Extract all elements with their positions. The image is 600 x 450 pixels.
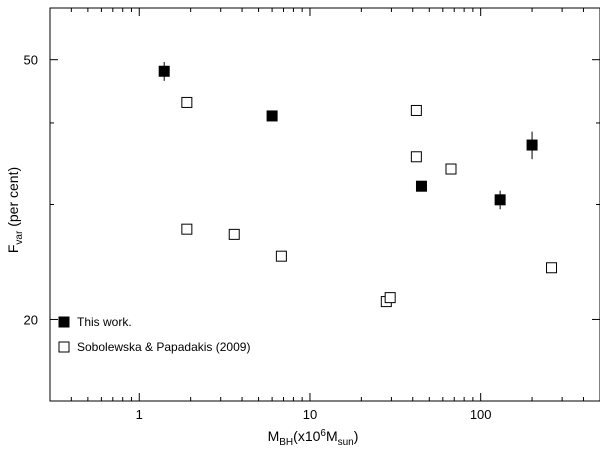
y-axis-label-main: F [5, 245, 21, 254]
sobolewska-point [275, 250, 287, 262]
marks-layer [158, 61, 558, 308]
this-work-point [415, 180, 427, 192]
sobolewska-point [181, 223, 193, 235]
x-axis-label-rest-2: M [326, 428, 338, 444]
sobolewska-point [228, 228, 240, 240]
y-axis-label-rest: (per cent) [5, 167, 21, 231]
x-axis-label-sub2: sun [338, 437, 354, 448]
this-work-point [494, 194, 506, 206]
legend-marker [58, 316, 70, 328]
ticks-layer: 1 10 100 20 50 [24, 7, 600, 422]
y-tick-label: 20 [24, 312, 38, 327]
y-axis-label: Fvar (per cent) [5, 167, 25, 253]
sobolewska-point [384, 292, 396, 304]
x-tick-label: 100 [470, 407, 492, 422]
x-axis-label-main: M [268, 428, 280, 444]
sobolewska-point [445, 163, 457, 175]
legend: This work. Sobolewska & Papadakis (2009) [58, 315, 250, 354]
x-tick-label: 1 [136, 407, 143, 422]
x-tick-label: 10 [303, 407, 317, 422]
this-work-point [158, 65, 170, 77]
sobolewska-point [181, 96, 193, 108]
this-work-point [526, 139, 538, 151]
x-axis-label: MBH(x106Msun) [268, 428, 359, 448]
x-axis-label-rest-3: ) [354, 428, 359, 444]
legend-label: This work. [77, 315, 132, 329]
y-tick-label: 50 [24, 53, 38, 68]
y-axis-label-sub: var [14, 230, 25, 245]
x-axis-label-sup: 6 [320, 428, 326, 439]
x-axis-label-rest-1: (x10 [293, 428, 320, 444]
legend-marker [58, 341, 70, 353]
sobolewska-point [410, 151, 422, 163]
sobolewska-point [546, 262, 558, 274]
this-work-point [266, 110, 278, 122]
sobolewska-point [410, 104, 422, 116]
x-axis-label-sub: BH [279, 437, 293, 448]
legend-label: Sobolewska & Papadakis (2009) [77, 340, 250, 354]
